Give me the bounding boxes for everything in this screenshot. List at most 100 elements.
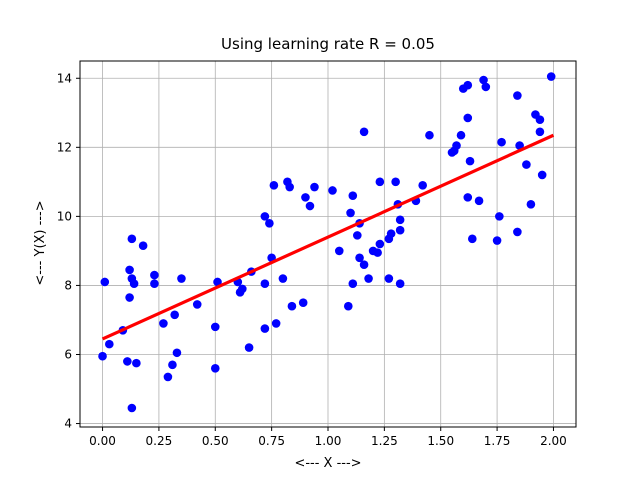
x-axis-label: <--- X --->: [294, 456, 361, 471]
data-point: [150, 270, 159, 280]
data-point: [353, 231, 362, 240]
data-point: [105, 339, 114, 349]
data-point: [334, 246, 344, 256]
data-point: [260, 279, 270, 289]
data-point: [192, 300, 202, 309]
data-point: [456, 130, 466, 140]
x-axis-ticks: 0.00 0.25 0.50 0.75 1.00 1.25 1.50 1.75 2.00: [89, 427, 567, 448]
data-point: [127, 403, 137, 413]
data-point: [364, 274, 373, 283]
data-point: [395, 279, 405, 289]
y-tick-label: 12: [57, 140, 72, 154]
y-axis-ticks: 4 6 8 10 12 14: [57, 71, 80, 431]
x-tick-label: 0.75: [258, 434, 285, 448]
data-point: [138, 241, 148, 251]
x-tick-label: 0.00: [89, 434, 116, 448]
data-point: [260, 324, 270, 333]
data-point: [271, 319, 281, 328]
data-point: [418, 181, 427, 190]
data-point: [210, 322, 220, 332]
data-point: [391, 177, 400, 187]
data-point: [298, 298, 308, 307]
data-point: [492, 236, 502, 245]
data-point: [328, 186, 337, 195]
data-point: [465, 156, 475, 166]
data-point: [513, 227, 522, 237]
data-marks: [98, 72, 556, 413]
data-point: [170, 310, 179, 320]
data-point: [177, 274, 186, 283]
data-point: [125, 265, 134, 275]
y-tick-label: 14: [57, 71, 72, 85]
y-tick-label: 4: [64, 417, 72, 431]
data-point: [159, 319, 168, 328]
x-tick-label: 1.00: [315, 434, 342, 448]
y-tick-label: 10: [57, 209, 72, 223]
data-point: [395, 225, 405, 235]
data-point: [355, 253, 364, 263]
data-point: [305, 201, 315, 211]
data-point: [481, 82, 491, 92]
data-point: [287, 301, 297, 311]
data-point: [125, 293, 134, 302]
x-tick-label: 2.00: [540, 434, 567, 448]
grid-lines: [80, 61, 576, 427]
data-point: [163, 372, 173, 382]
chart-title: Using learning rate R = 0.05: [221, 35, 435, 53]
data-point: [278, 274, 288, 283]
data-point: [213, 277, 222, 287]
data-point: [238, 284, 247, 294]
data-point: [132, 358, 141, 368]
data-point: [515, 141, 524, 150]
data-point: [244, 343, 254, 352]
data-point: [386, 229, 396, 238]
data-point: [98, 351, 107, 361]
data-point: [301, 193, 310, 202]
regression-line: [101, 133, 555, 341]
y-axis-label: <--- Y(X) --->: [33, 200, 48, 285]
data-point: [467, 234, 477, 244]
data-point: [463, 80, 473, 90]
x-tick-label: 1.50: [427, 434, 454, 448]
data-point: [522, 160, 531, 169]
data-point: [168, 360, 177, 370]
data-point: [384, 274, 394, 283]
data-point: [346, 208, 355, 218]
data-point: [359, 260, 369, 270]
data-point: [285, 182, 294, 192]
data-point: [535, 127, 545, 137]
data-point: [375, 177, 385, 187]
data-point: [373, 248, 382, 257]
data-point: [479, 75, 488, 85]
data-point: [537, 170, 547, 180]
x-tick-label: 1.25: [371, 434, 398, 448]
data-point: [129, 279, 139, 289]
data-point: [395, 215, 405, 225]
data-point: [210, 364, 220, 373]
x-tick-label: 0.25: [146, 434, 173, 448]
data-point: [123, 357, 132, 366]
data-point: [100, 277, 110, 287]
data-point: [497, 137, 506, 147]
data-point: [359, 127, 369, 137]
data-point: [343, 301, 353, 311]
y-tick-label: 8: [64, 278, 72, 292]
data-point: [172, 348, 182, 358]
y-tick-label: 6: [64, 347, 72, 361]
data-point: [535, 115, 545, 124]
data-point: [265, 218, 274, 228]
data-point: [513, 91, 522, 100]
data-point: [260, 212, 270, 221]
data-point: [495, 212, 504, 221]
data-point: [269, 181, 279, 190]
x-tick-label: 1.75: [484, 434, 511, 448]
data-point: [463, 193, 473, 202]
data-point: [348, 191, 358, 200]
data-point: [452, 141, 461, 150]
data-point: [425, 130, 434, 140]
data-point: [127, 234, 137, 244]
x-tick-label: 0.50: [202, 434, 229, 448]
data-point: [375, 239, 385, 249]
